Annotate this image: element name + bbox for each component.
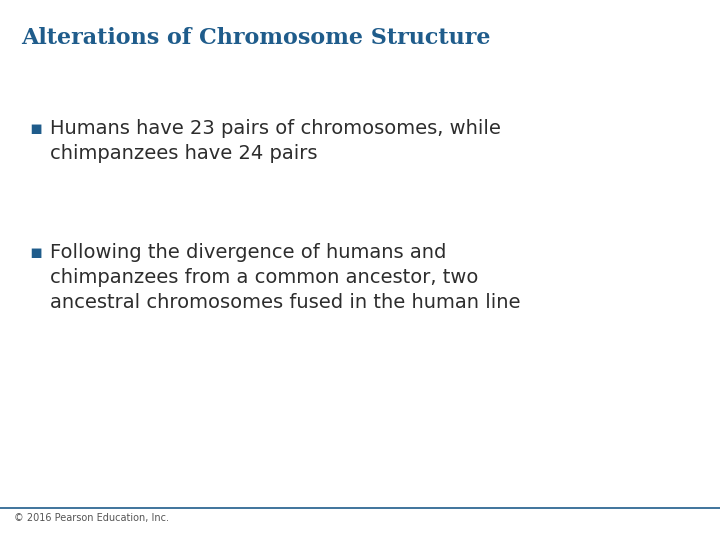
Text: © 2016 Pearson Education, Inc.: © 2016 Pearson Education, Inc. bbox=[14, 513, 169, 523]
Text: Following the divergence of humans and
chimpanzees from a common ancestor, two
a: Following the divergence of humans and c… bbox=[50, 243, 521, 312]
Text: Alterations of Chromosome Structure: Alterations of Chromosome Structure bbox=[22, 27, 491, 49]
Text: Humans have 23 pairs of chromosomes, while
chimpanzees have 24 pairs: Humans have 23 pairs of chromosomes, whi… bbox=[50, 119, 501, 163]
Text: ▪: ▪ bbox=[29, 243, 42, 262]
Text: ▪: ▪ bbox=[29, 119, 42, 138]
